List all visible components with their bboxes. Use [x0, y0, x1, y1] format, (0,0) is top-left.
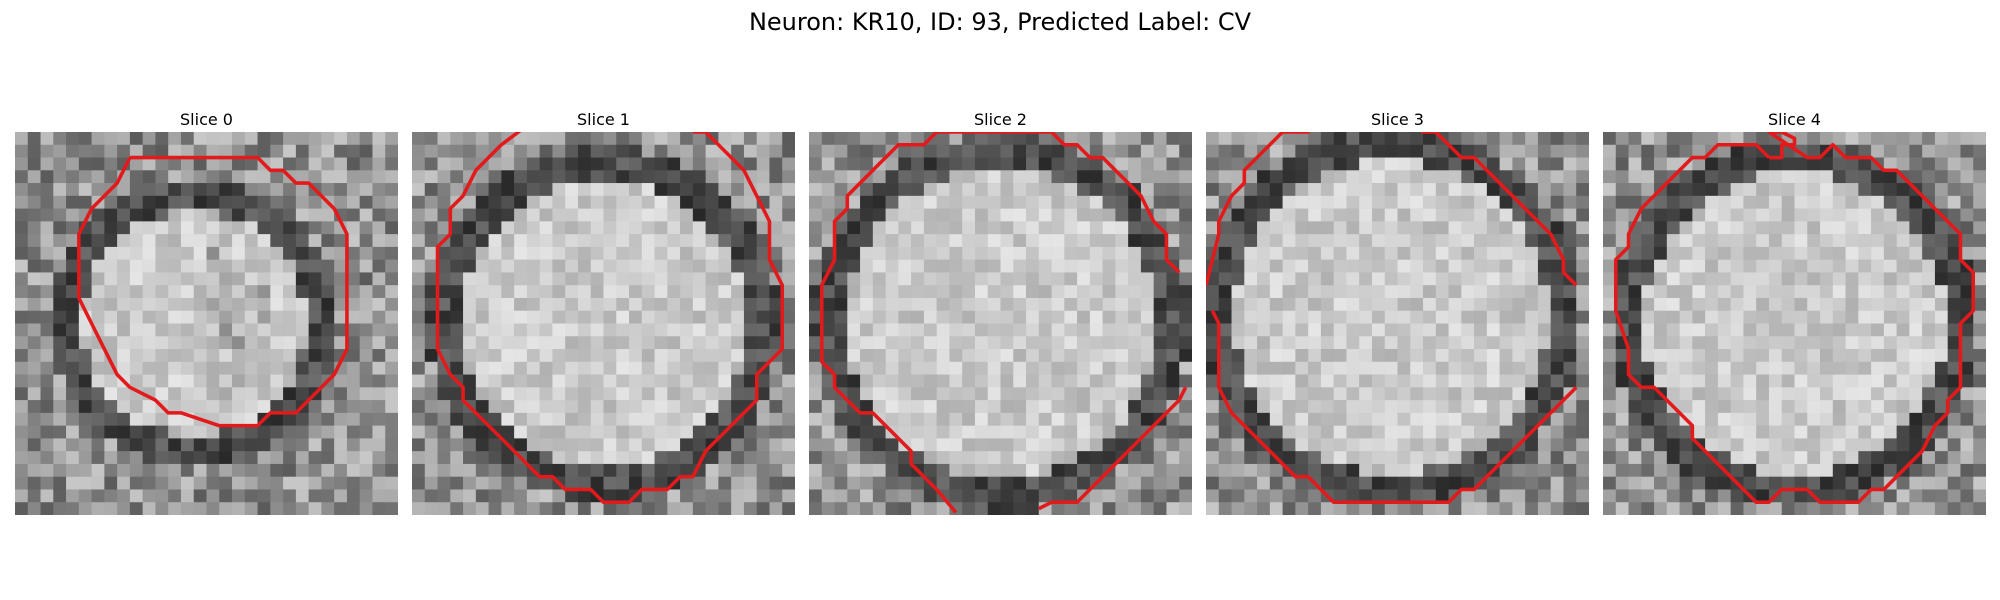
slice-panel-2: Slice 2 — [809, 108, 1192, 515]
slice-4-image — [1603, 132, 1986, 515]
slice-panel-3: Slice 3 — [1206, 108, 1589, 515]
slice-title: Slice 4 — [1603, 108, 1986, 132]
slice-image — [1206, 132, 1589, 515]
slice-title: Slice 1 — [412, 108, 795, 132]
slice-title: Slice 3 — [1206, 108, 1589, 132]
slice-image — [412, 132, 795, 515]
slice-image — [15, 132, 398, 515]
slice-title: Slice 0 — [15, 108, 398, 132]
slice-image — [1603, 132, 1986, 515]
slice-3-image — [1206, 132, 1589, 515]
slice-2-image — [809, 132, 1192, 515]
slice-image — [809, 132, 1192, 515]
slice-title: Slice 2 — [809, 108, 1192, 132]
slice-panel-0: Slice 0 — [15, 108, 398, 515]
figure-title: Neuron: KR10, ID: 93, Predicted Label: C… — [0, 8, 2000, 36]
slice-0-image — [15, 132, 398, 515]
slice-1-image — [412, 132, 795, 515]
slice-panel-4: Slice 4 — [1603, 108, 1986, 515]
slice-panel-1: Slice 1 — [412, 108, 795, 515]
